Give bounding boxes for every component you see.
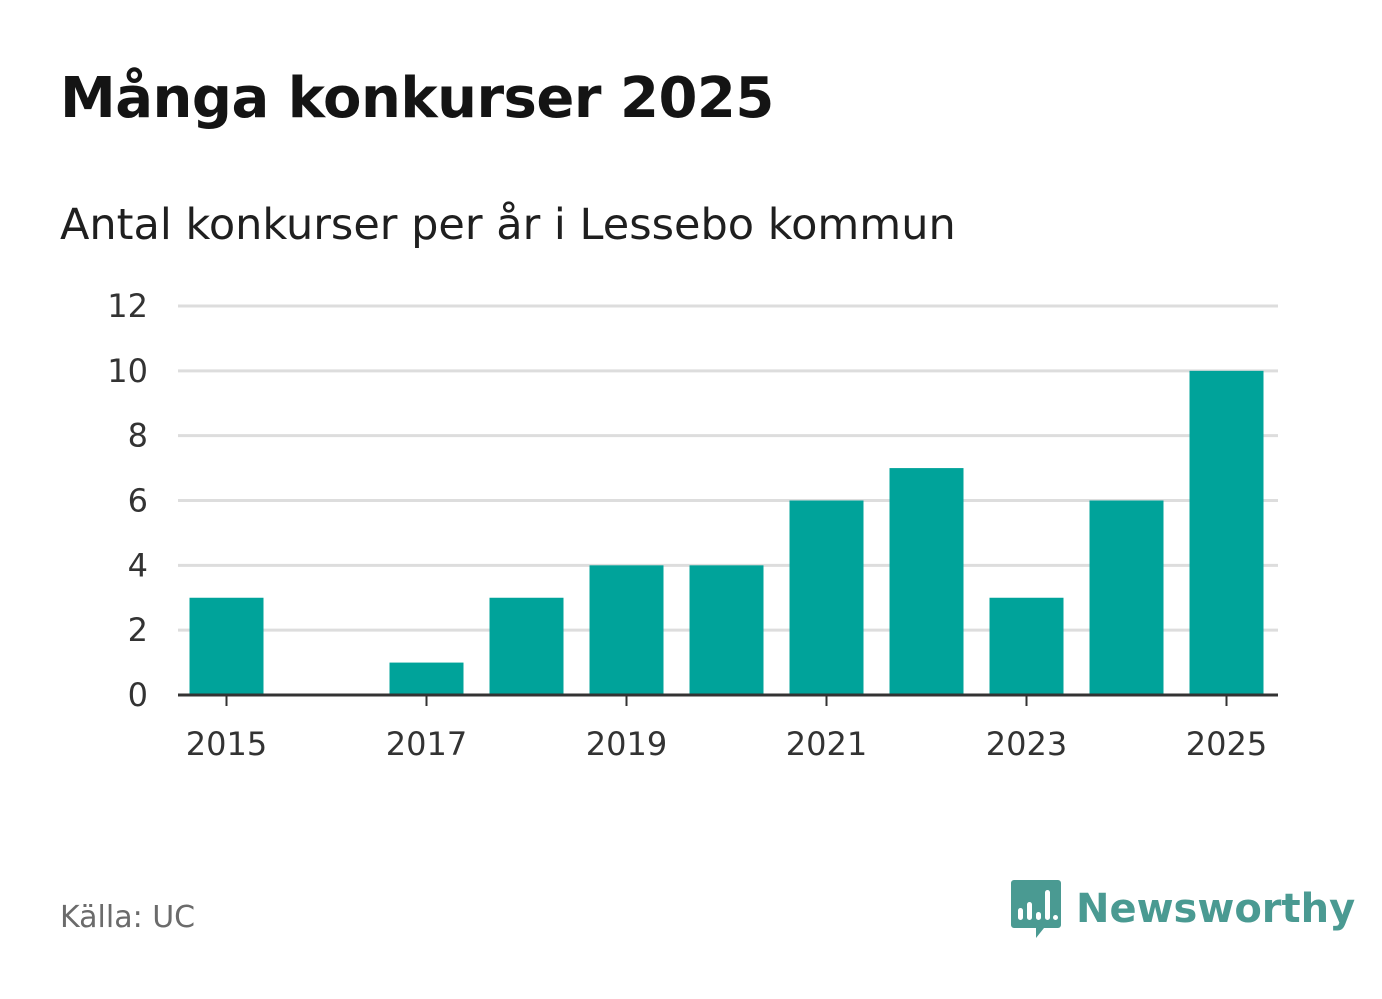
x-tick-label-2015: 2015 bbox=[186, 725, 267, 763]
x-tick-label-2025: 2025 bbox=[1186, 725, 1267, 763]
brand-logo: Newsworthy bbox=[1010, 878, 1355, 940]
bar-2018 bbox=[489, 597, 564, 695]
brand-name: Newsworthy bbox=[1076, 886, 1356, 932]
y-tick-label-0: 0 bbox=[128, 676, 148, 714]
x-tick-label-2021: 2021 bbox=[786, 725, 867, 763]
y-tick-label-6: 6 bbox=[128, 482, 148, 520]
bar-chart: 0 2 4 6 8 10 12 2015 2017 2019 2021 2023 2025 bbox=[107, 287, 1278, 763]
chart-title: Många konkurser 2025 bbox=[60, 66, 774, 131]
bar-2020 bbox=[689, 565, 764, 695]
bars bbox=[189, 370, 1264, 695]
bar-2024 bbox=[1089, 500, 1164, 695]
bar-2019 bbox=[589, 565, 664, 695]
bar-2021 bbox=[789, 500, 864, 695]
bar-2022 bbox=[889, 468, 964, 695]
bar-2025 bbox=[1189, 370, 1264, 695]
axes: 0 2 4 6 8 10 12 2015 2017 2019 2021 2023 2025 bbox=[107, 287, 1278, 763]
x-tick-label-2023: 2023 bbox=[986, 725, 1067, 763]
bar-2017 bbox=[389, 662, 464, 695]
y-tick-label-10: 10 bbox=[107, 352, 148, 390]
x-tick-label-2017: 2017 bbox=[386, 725, 467, 763]
y-tick-label-12: 12 bbox=[107, 287, 148, 325]
y-tick-label-4: 4 bbox=[128, 546, 148, 584]
source-note: Källa: UC bbox=[60, 900, 196, 935]
y-tick-label-2: 2 bbox=[128, 611, 148, 649]
chart-subtitle: Antal konkurser per år i Lessebo kommun bbox=[60, 200, 956, 250]
x-tick-label-2019: 2019 bbox=[586, 725, 667, 763]
newsworthy-logo-icon bbox=[1011, 880, 1061, 938]
bar-2015 bbox=[189, 597, 264, 695]
y-tick-label-8: 8 bbox=[128, 417, 148, 455]
bar-2023 bbox=[989, 597, 1064, 695]
